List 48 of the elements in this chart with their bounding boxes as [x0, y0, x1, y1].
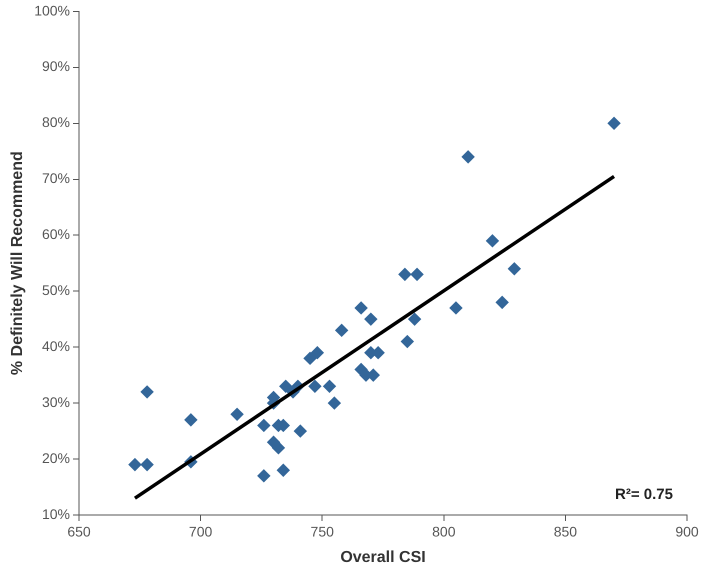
point [308, 380, 322, 393]
x-tick-label: 900 [675, 523, 699, 540]
point [310, 346, 324, 360]
y-tick-label: 30% [42, 394, 70, 410]
point [608, 116, 621, 130]
x-tick-label: 850 [554, 523, 578, 540]
x-tick-label: 700 [188, 523, 212, 540]
point [496, 296, 509, 309]
point [257, 469, 270, 482]
x-tick-label: 650 [67, 523, 91, 540]
point [398, 268, 412, 281]
point [230, 408, 244, 421]
point [294, 424, 307, 438]
x-axis-title: Overall CSI [340, 548, 426, 566]
point [323, 380, 336, 393]
point [462, 150, 475, 164]
y-tick-label: 70% [42, 170, 70, 186]
point [364, 312, 378, 326]
y-tick-label: 40% [42, 338, 70, 354]
point [486, 234, 499, 248]
point [184, 413, 198, 426]
point [276, 464, 290, 477]
point [279, 380, 292, 393]
point [410, 268, 424, 281]
y-tick-label: 50% [42, 282, 70, 298]
y-tick-label: 80% [42, 114, 70, 130]
point [508, 262, 521, 276]
y-axis-title: % Definitely Will Recommend [9, 151, 26, 376]
y-tick-label: 100% [34, 2, 70, 18]
point [272, 441, 285, 454]
point [257, 418, 270, 432]
point [140, 458, 154, 472]
x-tick-label: 800 [432, 523, 456, 540]
annotation: R²= 0.75 [615, 486, 673, 503]
point [128, 458, 142, 472]
y-tick-label: 60% [42, 226, 70, 242]
y-tick-label: 10% [42, 506, 70, 522]
point [400, 335, 414, 348]
x-tick-label: 750 [310, 523, 334, 540]
point [408, 312, 422, 326]
point [304, 352, 317, 365]
point [449, 301, 462, 314]
point [354, 301, 368, 314]
point [140, 385, 154, 398]
point [328, 396, 341, 410]
y-tick-label: 20% [42, 450, 70, 466]
point [335, 324, 348, 337]
y-tick-label: 90% [42, 58, 70, 74]
